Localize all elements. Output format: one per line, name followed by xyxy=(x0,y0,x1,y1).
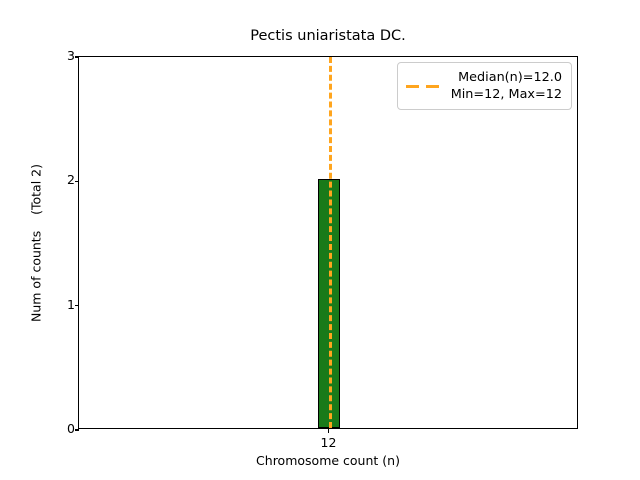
x-tick-label: 12 xyxy=(320,435,337,450)
y-tick-mark xyxy=(74,429,79,431)
legend-dashed-line-icon xyxy=(405,80,442,92)
y-tick-label: 3 xyxy=(67,48,75,63)
x-axis-label: Chromosome count (n) xyxy=(256,453,400,468)
legend-dash-segment xyxy=(405,85,419,89)
legend-label-line-1: Median(n)=12.0 xyxy=(458,70,562,85)
y-tick-label: 0 xyxy=(67,421,75,436)
legend[interactable]: Median(n)=12.0 Min=12, Max=12 xyxy=(396,62,572,110)
y-tick-mark xyxy=(74,56,79,58)
y-tick-label: 1 xyxy=(67,296,75,312)
y-tick-label: 2 xyxy=(67,172,75,188)
y-tick-mark xyxy=(74,305,79,307)
legend-label-line-2: Min=12, Max=12 xyxy=(450,87,562,102)
y-tick-mark xyxy=(74,180,79,182)
legend-label: Median(n)=12.0 Min=12, Max=12 xyxy=(451,69,562,103)
chart-title: Pectis uniaristata DC. xyxy=(250,28,406,44)
x-tick-mark xyxy=(327,428,330,433)
median-line xyxy=(328,57,332,428)
y-axis-label: Num of counts (Total 2) xyxy=(28,163,44,322)
plot-area: 0 1 2 3 12 Median xyxy=(67,48,578,450)
legend-dash-segment xyxy=(425,85,439,89)
y-axis-label-container: Num of counts (Total 2) xyxy=(26,56,46,429)
